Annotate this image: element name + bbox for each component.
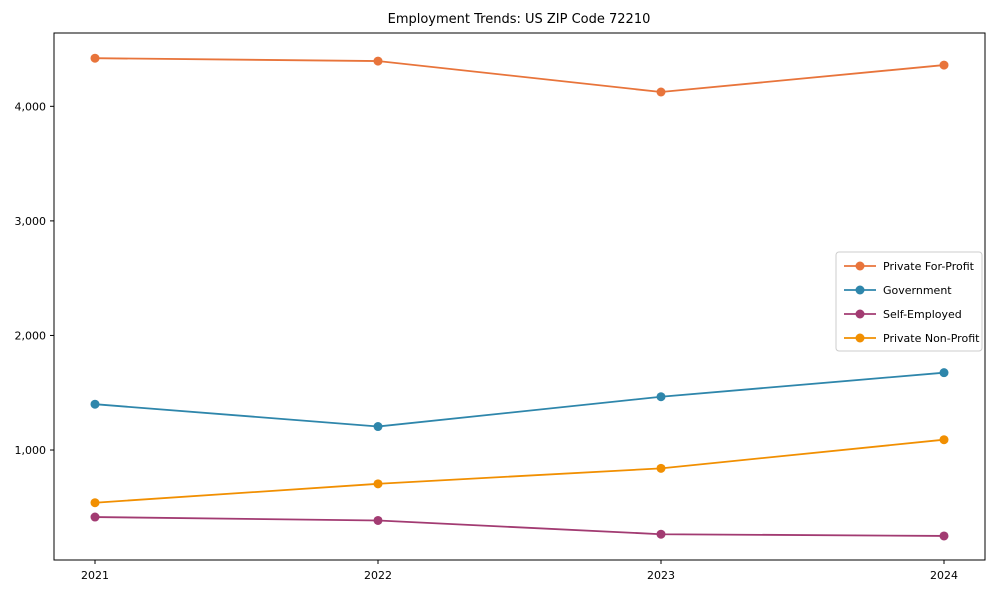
data-point-private-non-profit	[939, 435, 949, 445]
data-point-private-non-profit	[656, 463, 666, 473]
series-line-government	[94, 371, 945, 428]
legend-marker-private-for-profit	[855, 261, 865, 271]
data-point-government	[656, 392, 666, 402]
legend-label-private-non-profit: Private Non-Profit	[883, 332, 980, 345]
data-point-government	[90, 399, 100, 409]
y-tick-label: 3,000	[15, 215, 47, 228]
legend: Private For-Profit Government Self-Employe…	[835, 251, 983, 352]
data-point-private-for-profit	[939, 60, 949, 70]
legend-marker-self-employed	[855, 309, 865, 319]
data-point-self-employed	[656, 529, 666, 539]
data-point-private-for-profit	[90, 53, 100, 63]
y-tick-label: 4,000	[15, 100, 47, 113]
data-point-self-employed	[939, 531, 949, 541]
legend-marker-government	[855, 285, 865, 295]
data-point-self-employed	[373, 515, 383, 525]
chart-title: Employment Trends: US ZIP Code 72210	[388, 12, 651, 27]
data-point-self-employed	[90, 512, 100, 522]
data-point-private-non-profit	[90, 498, 100, 508]
y-tick-label: 2,000	[15, 329, 47, 342]
x-tick-label: 2024	[930, 569, 958, 582]
x-tick-label: 2021	[81, 569, 109, 582]
x-tick-label: 2023	[647, 569, 675, 582]
data-point-government	[939, 368, 949, 378]
legend-box	[835, 251, 983, 352]
data-point-private-for-profit	[656, 87, 666, 97]
legend-marker-private-non-profit	[855, 333, 865, 343]
series-line-private-non-profit	[94, 438, 945, 504]
series-line-self-employed	[94, 516, 945, 537]
legend-label-private-for-profit: Private For-Profit	[883, 260, 975, 273]
legend-label-self-employed: Self-Employed	[883, 308, 962, 321]
y-tick-label: 1,000	[15, 444, 47, 457]
data-point-private-non-profit	[373, 479, 383, 489]
series-line-private-for-profit	[94, 57, 945, 93]
plot-area: 1,000 2,000 3,000 4,000 2021 2022 2023 2024	[15, 32, 986, 582]
legend-label-government: Government	[883, 284, 952, 297]
x-tick-label: 2022	[364, 569, 392, 582]
plot-border	[53, 32, 986, 561]
data-point-government	[373, 422, 383, 432]
data-point-private-for-profit	[373, 56, 383, 66]
